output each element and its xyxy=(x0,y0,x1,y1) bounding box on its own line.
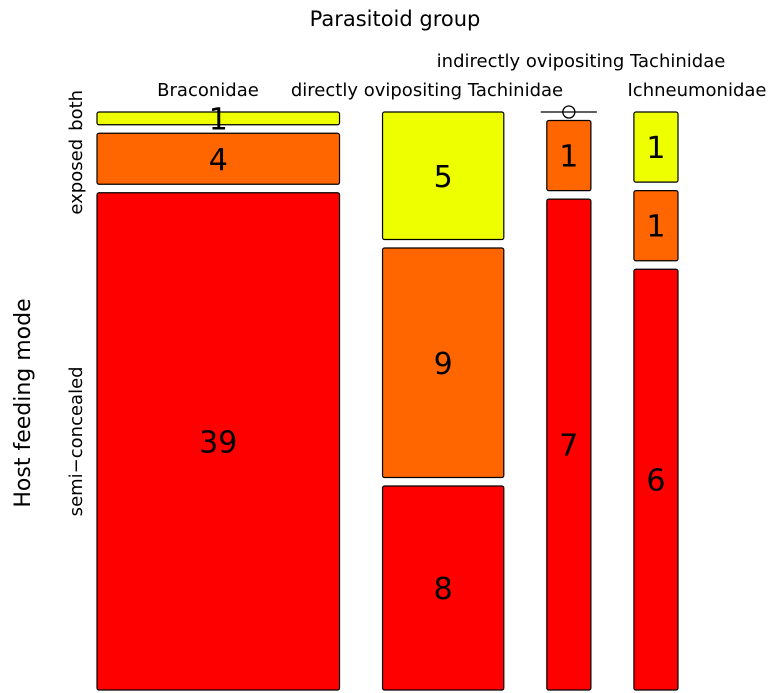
mosaic-cell xyxy=(96,132,341,185)
y-axis-title: Host feeding mode xyxy=(11,298,36,507)
mosaic-cell xyxy=(96,192,341,691)
cell-count-label: 4 xyxy=(209,143,228,178)
cell-count-label: 39 xyxy=(199,425,237,460)
mosaic-cell xyxy=(96,111,341,126)
mosaic-cell xyxy=(633,111,679,183)
row-label: exposed xyxy=(66,139,87,215)
row-label: both xyxy=(66,90,87,131)
mosaic-cell xyxy=(381,111,505,241)
cell-count-label: 1 xyxy=(646,210,665,245)
empty-cell-marker xyxy=(562,105,576,119)
cell-count-label: 8 xyxy=(434,572,453,607)
mosaic-cell xyxy=(633,190,679,262)
chart-title: Parasitoid group xyxy=(310,7,481,31)
cell-count-label: 9 xyxy=(434,347,453,382)
cell-count-label: 6 xyxy=(646,464,665,499)
column-label: Braconidae xyxy=(157,80,259,101)
cell-count-label: 1 xyxy=(209,102,228,137)
row-label: semi−concealed xyxy=(66,366,87,516)
mosaic-cell xyxy=(381,485,505,691)
mosaic-cell xyxy=(381,247,505,479)
cell-count-label: 1 xyxy=(559,140,578,175)
cell-count-label: 5 xyxy=(434,160,453,195)
column-label: Ichneumonidae xyxy=(628,80,767,101)
cell-count-label: 7 xyxy=(559,429,578,464)
mosaic-cell xyxy=(546,119,592,192)
cell-count-label: 1 xyxy=(646,131,665,166)
mosaic-cell xyxy=(633,268,679,691)
mosaic-cell xyxy=(546,198,592,691)
column-label: indirectly ovipositing Tachinidae xyxy=(437,51,726,72)
column-label: directly ovipositing Tachinidae xyxy=(291,80,563,101)
